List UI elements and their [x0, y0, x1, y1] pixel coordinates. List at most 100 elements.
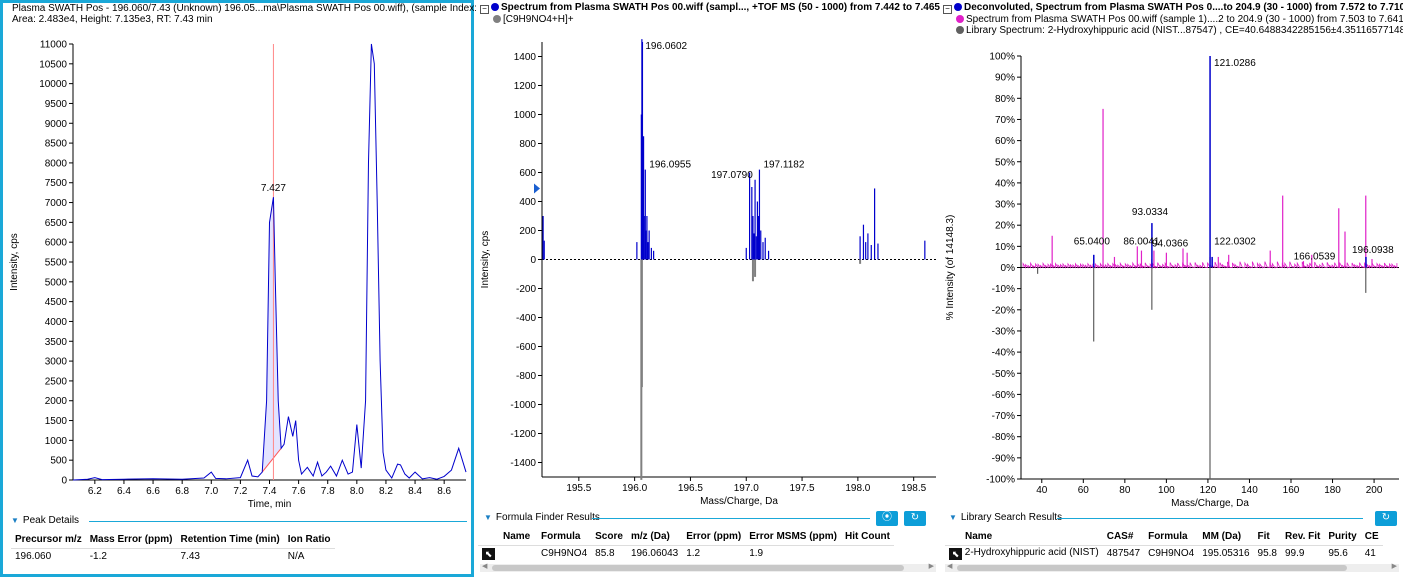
column-header[interactable]: Ion Ratio: [283, 531, 335, 549]
collapse-box-icon[interactable]: −: [943, 5, 952, 14]
peak-label: 7.427: [261, 183, 286, 194]
collapse-icon[interactable]: ▼: [949, 513, 957, 522]
library-chart[interactable]: -100% -90% -80% -70% -60% -50% -40% -30% -20% -10…: [941, 0, 1403, 509]
y-tick-label: 60%: [995, 136, 1015, 147]
x-tick-label: 120: [1200, 485, 1217, 496]
peak-mass-label: 94.0366: [1152, 239, 1189, 250]
y-tick-label: -60%: [992, 390, 1015, 401]
scroll-right-icon[interactable]: ▶: [928, 563, 934, 570]
refresh-button[interactable]: ↻: [904, 511, 926, 526]
column-header[interactable]: Formula: [537, 528, 592, 546]
expand-row-icon[interactable]: ⬉: [949, 547, 962, 560]
column-header[interactable]: Retention Time (min): [176, 531, 284, 549]
formula-finder-title: Formula Finder Results: [495, 512, 600, 523]
column-header[interactable]: Rev. Fit: [1280, 528, 1325, 546]
collapse-icon[interactable]: ▼: [484, 513, 492, 522]
x-tick-label: 60: [1078, 485, 1090, 496]
y-tick-label: 1500: [45, 416, 68, 427]
table-cell: 1.9: [749, 547, 764, 559]
integrated-area: [262, 197, 282, 473]
y-tick-label: 5500: [45, 258, 68, 269]
scroll-right-icon[interactable]: ▶: [1391, 563, 1397, 570]
y-tick-label: 70%: [995, 115, 1015, 126]
spectrum-chart[interactable]: -1400 -1200 -1000 -800 -600 -400 -200 0 200 400 60…: [476, 0, 940, 507]
collapse-box-icon[interactable]: −: [480, 5, 489, 14]
column-header[interactable]: Fit: [1253, 528, 1281, 546]
y-tick-label: -30%: [992, 326, 1015, 337]
formula-finder-table: Name Formula Score m/z (Da) Error (ppm) …: [478, 528, 894, 561]
column-header[interactable]: Formula: [1144, 528, 1199, 546]
y-tick-label: -800: [516, 371, 536, 382]
column-header[interactable]: Precursor m/z: [11, 531, 86, 549]
x-tick-label: 100: [1158, 485, 1175, 496]
refresh-button[interactable]: ↻: [1375, 511, 1397, 526]
y-tick-label: 8000: [45, 158, 68, 169]
y-tick-label: -1000: [510, 400, 536, 411]
integration-baseline: [261, 447, 282, 473]
series-dot-icon: [956, 26, 964, 34]
y-tick-label: 200: [519, 226, 536, 237]
spectrum-legend: Spectrum from Plasma SWATH Pos 00.wiff (…: [966, 14, 1403, 25]
x-tick-label: 140: [1241, 485, 1258, 496]
y-tick-label: 2000: [45, 396, 68, 407]
column-header[interactable]: Name: [945, 528, 1103, 546]
scroll-left-icon[interactable]: ◀: [482, 563, 488, 570]
column-header[interactable]: Error (ppm): [682, 528, 746, 546]
deconvoluted-title: Deconvoluted, Spectrum from Plasma SWATH…: [964, 2, 1403, 13]
column-header[interactable]: Error MSMS (ppm): [745, 528, 841, 546]
peak-details-header[interactable]: ▼ Peak Details: [7, 513, 467, 529]
table-row[interactable]: ⬉ C9H9NO4 85.8 196.06043 1.2 1.9: [478, 545, 894, 561]
collapse-icon[interactable]: ▼: [11, 516, 19, 525]
y-tick-label: 90%: [995, 73, 1015, 84]
library-header: − Deconvoluted, Spectrum from Plasma SWAT…: [943, 2, 1403, 36]
column-header[interactable]: Mass Error (ppm): [85, 531, 177, 549]
column-header[interactable]: CAS#: [1102, 528, 1145, 546]
scrollbar-thumb[interactable]: [957, 565, 1347, 571]
column-header[interactable]: Purity: [1324, 528, 1361, 546]
x-tick-label: 6.4: [117, 486, 131, 497]
x-tick-label: 7.4: [263, 486, 277, 497]
column-header[interactable]: Hit Count: [841, 528, 894, 546]
peak-mass-label: 86.0041: [1123, 237, 1160, 248]
peak-details-table: Precursor m/z Mass Error (ppm) Retention…: [11, 531, 335, 564]
library-spectrum-panel[interactable]: − Deconvoluted, Spectrum from Plasma SWAT…: [941, 0, 1403, 577]
spectrum-panel[interactable]: − Spectrum from Plasma SWATH Pos 00.wiff …: [476, 0, 961, 577]
table-row[interactable]: 196.060 -1.2 7.43 N/A: [11, 548, 335, 564]
horizontal-scrollbar[interactable]: ◀ ▶: [480, 563, 936, 572]
library-search-title: Library Search Results: [960, 512, 1063, 523]
column-header[interactable]: Score: [591, 528, 627, 546]
y-tick-label: 400: [519, 197, 536, 208]
table-row[interactable]: ⬉ 2-Hydroxyhippuric acid (NIST) 487547 C…: [945, 545, 1383, 561]
y-tick-label: 50%: [995, 157, 1015, 168]
xic-header: Plasma SWATH Pos - 196.060/7.43 (Unknown…: [12, 3, 489, 25]
y-tick-label: 7500: [45, 178, 68, 189]
xic-chart[interactable]: 0 500 1000 1500 2000 2500 3000 3500 4000 4500 5000…: [3, 3, 471, 510]
y-axis-label: % Intensity (of 14148.3): [945, 215, 956, 321]
formula-settings-button[interactable]: ⦿: [876, 511, 898, 526]
x-tick-label: 7.6: [292, 486, 306, 497]
column-header[interactable]: CE: [1360, 528, 1383, 546]
x-tick-label: 8.0: [350, 486, 364, 497]
column-header[interactable]: m/z (Da): [626, 528, 683, 546]
formula-finder-header[interactable]: ▼ Formula Finder Results ⦿ ↻: [480, 510, 936, 526]
library-search-header[interactable]: ▼ Library Search Results ↻: [945, 510, 1401, 526]
horizontal-scrollbar[interactable]: ◀ ▶: [945, 563, 1399, 572]
peak-mass-label: 121.0286: [1214, 58, 1256, 69]
scroll-left-icon[interactable]: ◀: [947, 563, 953, 570]
y-tick-label: 10500: [39, 59, 67, 70]
x-tick-label: 7.8: [321, 486, 335, 497]
y-tick-label: 1200: [514, 81, 537, 92]
xic-panel[interactable]: Plasma SWATH Pos - 196.060/7.43 (Unknown…: [0, 0, 489, 577]
column-header[interactable]: Name: [499, 528, 537, 546]
peak-mass-label: 93.0334: [1132, 207, 1169, 218]
x-tick-label: 6.8: [175, 486, 189, 497]
y-tick-label: 1000: [514, 110, 537, 121]
scrollbar-thumb[interactable]: [492, 565, 904, 571]
table-cell: [841, 545, 894, 561]
column-header[interactable]: MM (Da): [1198, 528, 1254, 546]
peak-mass-label: 122.0302: [1214, 236, 1256, 247]
expand-row-icon[interactable]: ⬉: [482, 547, 495, 560]
x-axis-label: Time, min: [248, 499, 292, 510]
library-legend: Library Spectrum: 2-Hydroxyhippuric acid…: [966, 25, 1403, 36]
y-tick-label: -20%: [992, 305, 1015, 316]
